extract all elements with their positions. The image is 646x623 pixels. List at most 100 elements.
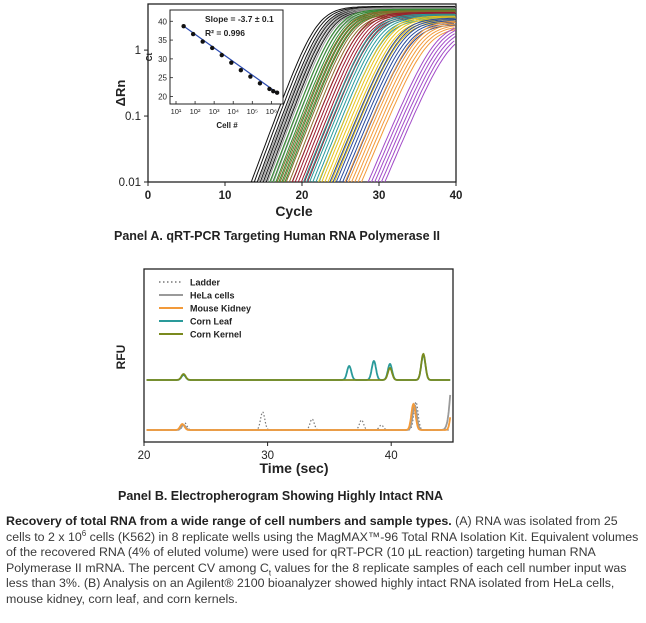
inset-y-tick-label: 40 bbox=[158, 17, 167, 26]
caption-text-2: cells (K562) in 8 replicate wells using … bbox=[6, 529, 639, 575]
panel-b-axes: 20 30 40 bbox=[138, 442, 398, 462]
legend-label: Corn Kernel bbox=[190, 330, 242, 340]
x-tick-label: 40 bbox=[450, 190, 463, 202]
panel-a-axes: 0 10 20 30 40 1 0.1 0.01 bbox=[119, 45, 463, 202]
inset-data-point bbox=[238, 67, 244, 73]
x-tick-label: 20 bbox=[138, 450, 151, 462]
legend-label: Mouse Kidney bbox=[190, 304, 251, 314]
legend-label: Ladder bbox=[190, 278, 221, 288]
inset-x-tick-label: 10⁶ bbox=[266, 107, 277, 116]
inset-y-tick-label: 35 bbox=[158, 36, 167, 45]
trace-hela-cells bbox=[146, 394, 452, 431]
panel-b-xlabel: Time (sec) bbox=[260, 460, 329, 476]
inset-slope-text: Slope = -3.7 ± 0.1 bbox=[205, 14, 274, 24]
inset-y-tick-label: 20 bbox=[158, 92, 167, 101]
amplification-curve bbox=[330, 20, 455, 182]
panel-b: 20 30 40 Ladder HeLa cells Mouse Kidney Corn … bbox=[114, 268, 454, 503]
inset-data-point bbox=[190, 31, 196, 37]
inset-data-point bbox=[274, 90, 280, 95]
amplification-curve bbox=[374, 33, 455, 182]
y-tick-label: 1 bbox=[135, 45, 141, 57]
x-tick-label: 30 bbox=[373, 190, 386, 202]
y-tick-label: 0.1 bbox=[125, 111, 141, 123]
inset-x-tick-label: 10³ bbox=[209, 107, 220, 116]
inset-data-point bbox=[267, 86, 272, 92]
inset-data-point bbox=[257, 81, 263, 86]
figure-canvas: 0 10 20 30 40 1 0.1 0.01 Cycle ΔRn Panel A. qRT… bbox=[113, 3, 463, 503]
x-tick-label: 30 bbox=[261, 450, 274, 462]
trace-ladder bbox=[146, 401, 451, 431]
x-tick-label: 40 bbox=[385, 450, 398, 462]
amplification-curve bbox=[342, 23, 455, 182]
amplification-curve bbox=[332, 19, 456, 182]
amplification-curve bbox=[272, 9, 456, 182]
inset-data-point bbox=[200, 39, 205, 44]
panel-b-ylabel: RFU bbox=[114, 345, 128, 370]
x-tick-label: 20 bbox=[296, 190, 309, 202]
inset-x-tick-label: 10² bbox=[190, 107, 201, 116]
inset-y-tick-label: 25 bbox=[158, 74, 167, 83]
inset-plot: 40 35 30 25 20 10¹ 10² 10³ 10⁴ 10⁵ 10⁶ bbox=[158, 17, 280, 116]
amplification-curve bbox=[318, 15, 455, 182]
amplification-curve bbox=[351, 23, 455, 182]
amplification-curve bbox=[258, 7, 455, 182]
caption-lead: Recovery of total RNA from a wide range … bbox=[6, 514, 452, 528]
y-tick-label: 0.01 bbox=[119, 177, 141, 189]
x-tick-label: 10 bbox=[219, 190, 232, 202]
amplification-curve bbox=[347, 21, 456, 182]
inset-x-tick-label: 10¹ bbox=[171, 107, 182, 116]
panel-a-title: Panel A. qRT-PCR Targeting Human RNA Pol… bbox=[114, 229, 440, 243]
panel-a: 0 10 20 30 40 1 0.1 0.01 Cycle ΔRn Panel A. qRT… bbox=[113, 3, 463, 243]
inset-data-point bbox=[219, 52, 224, 58]
panel-b-title: Panel B. Electropherogram Showing Highly… bbox=[118, 489, 443, 503]
amplification-curve bbox=[333, 21, 456, 182]
amplification-curve bbox=[253, 6, 456, 182]
inset-y-tick-label: 30 bbox=[158, 55, 167, 64]
amplification-curve bbox=[360, 29, 456, 182]
inset-standard-curve: 40 35 30 25 20 10¹ 10² 10³ 10⁴ 10⁵ 10⁶ Slope = -3.… bbox=[145, 9, 284, 130]
amplification-curve bbox=[306, 14, 456, 182]
caption-text-3: values for the 8 replicate samples of ea… bbox=[6, 560, 627, 606]
amplification-curve bbox=[276, 10, 455, 182]
caption-sup: 6 bbox=[81, 528, 87, 538]
amplification-curve bbox=[261, 8, 456, 182]
panel-b-plot-frame bbox=[143, 268, 454, 443]
amplification-curve bbox=[380, 40, 455, 182]
amplification-curve bbox=[377, 35, 456, 182]
inset-data-point bbox=[181, 23, 186, 29]
amplification-curve bbox=[354, 25, 456, 182]
x-tick-label: 0 bbox=[145, 190, 151, 202]
curve-group bbox=[250, 5, 456, 182]
electropherogram-traces bbox=[146, 352, 452, 431]
figure-caption: Recovery of total RNA from a wide range … bbox=[6, 514, 642, 608]
trace-group bbox=[146, 352, 452, 431]
amplification-curve bbox=[367, 27, 456, 182]
amplification-curve bbox=[291, 12, 455, 182]
panel-b-legend: Ladder HeLa cells Mouse Kidney Corn Leaf Cor… bbox=[159, 278, 251, 340]
amplification-curve bbox=[329, 17, 455, 182]
inset-fit-line bbox=[183, 25, 278, 94]
inset-r2-text: R² = 0.996 bbox=[205, 28, 245, 38]
trace-corn-kernel bbox=[146, 352, 451, 381]
amplification-curve bbox=[302, 13, 455, 182]
amplification-curve bbox=[327, 19, 456, 182]
amplification-curve bbox=[321, 16, 456, 182]
amplification-curve bbox=[269, 8, 455, 182]
caption-text-1: (A) RNA was isolated from 25 cells to 2 … bbox=[6, 514, 618, 544]
inset-xlabel: Cell # bbox=[216, 121, 238, 130]
legend-label: HeLa cells bbox=[190, 291, 235, 301]
inset-ylabel: Ct bbox=[145, 52, 154, 61]
panel-a-ylabel: ΔRn bbox=[113, 80, 128, 107]
inset-x-tick-label: 10⁴ bbox=[227, 107, 239, 116]
amplification-curves bbox=[250, 5, 456, 182]
trace-corn-leaf bbox=[146, 353, 451, 381]
amplification-curve bbox=[335, 20, 455, 182]
inset-data-point bbox=[210, 45, 215, 51]
trace-mouse-kidney bbox=[146, 402, 452, 431]
amplification-curve bbox=[357, 27, 455, 182]
amplification-curve bbox=[370, 29, 456, 182]
panel-a-xlabel: Cycle bbox=[275, 203, 313, 219]
amplification-curve bbox=[384, 43, 456, 182]
inset-data-point bbox=[248, 74, 253, 79]
caption-sub: t bbox=[268, 568, 272, 578]
